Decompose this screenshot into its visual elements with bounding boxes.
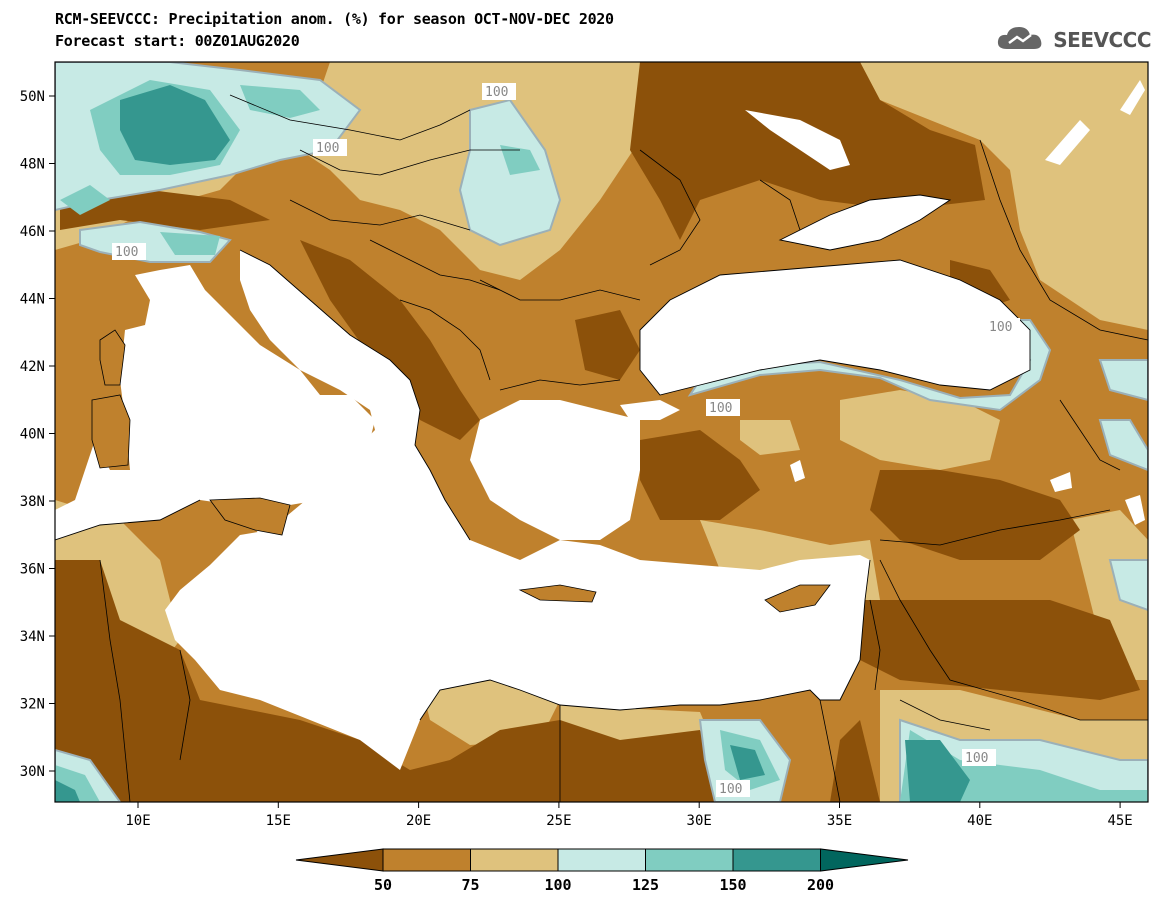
contour-label-box bbox=[482, 83, 516, 100]
lat-tick-label: 42N bbox=[20, 359, 45, 375]
lon-tick-label: 15E bbox=[266, 813, 291, 829]
mediterranean-sea bbox=[165, 250, 870, 770]
lat-tick-label: 40N bbox=[20, 427, 45, 443]
colorbar-label: 150 bbox=[719, 876, 746, 894]
lat-tick-label: 38N bbox=[20, 494, 45, 510]
lon-tick-label: 30E bbox=[687, 813, 712, 829]
contour-label-box bbox=[112, 243, 146, 260]
colorbar: 50 75 100 125 150 200 bbox=[295, 848, 909, 894]
sicily bbox=[209, 497, 291, 536]
contour-label: 100 bbox=[719, 782, 742, 797]
contour-label-box bbox=[716, 780, 750, 797]
contour-label-box bbox=[986, 318, 1020, 335]
anomaly-field-below-50 bbox=[640, 430, 760, 520]
anomaly-field-125-150 bbox=[500, 145, 540, 175]
contour-label: 100 bbox=[316, 141, 339, 156]
contour-label: 100 bbox=[709, 401, 732, 416]
colorbar-segment bbox=[470, 848, 559, 872]
lon-tick-label: 40E bbox=[967, 813, 992, 829]
sardinia bbox=[91, 394, 131, 469]
colorbar-segment bbox=[732, 848, 821, 872]
lake-van bbox=[1125, 495, 1145, 525]
anomaly-field-below-50 bbox=[300, 240, 480, 440]
contour-label: 100 bbox=[965, 751, 988, 766]
contour-label-box bbox=[313, 139, 347, 156]
anomaly-field-75-100 bbox=[740, 420, 800, 455]
anomaly-field-below-50 bbox=[830, 720, 880, 802]
corsica bbox=[99, 329, 126, 386]
black-sea bbox=[640, 260, 1030, 395]
contour-label-box bbox=[706, 399, 740, 416]
anomaly-field-150-200 bbox=[905, 740, 970, 802]
lon-tick-label: 10E bbox=[125, 813, 150, 829]
lon-tick-label: 25E bbox=[546, 813, 571, 829]
anomaly-field-below-50 bbox=[575, 310, 640, 380]
contour-label: 100 bbox=[485, 85, 508, 100]
colorbar-triangle-high bbox=[820, 848, 909, 872]
lon-tick-label: 35E bbox=[827, 813, 852, 829]
colorbar-label: 75 bbox=[461, 876, 479, 894]
lat-tick-label: 34N bbox=[20, 629, 45, 645]
anomaly-field-125-150 bbox=[160, 232, 220, 255]
anomaly-field-125-150 bbox=[240, 85, 320, 118]
anomaly-field-150-200 bbox=[730, 745, 765, 780]
colorbar-label: 125 bbox=[632, 876, 659, 894]
colorbar-label: 50 bbox=[374, 876, 392, 894]
crete bbox=[518, 584, 597, 603]
lat-tick-label: 46N bbox=[20, 224, 45, 240]
reservoir bbox=[1120, 80, 1145, 115]
map-title: RCM-SEEVCCC: Precipitation anom. (%) for… bbox=[55, 10, 614, 28]
lat-tick-label: 48N bbox=[20, 157, 45, 173]
anomaly-field-below-50 bbox=[850, 600, 1140, 700]
contour-labels: 100 100 100 100 100 100 100 bbox=[112, 83, 1020, 797]
sea-of-marmara bbox=[620, 400, 680, 420]
lat-tick-label: 30N bbox=[20, 764, 45, 780]
seevccc-logo: SEEVCCC bbox=[995, 22, 1151, 58]
reservoir bbox=[1045, 120, 1090, 165]
lon-tick-label: 20E bbox=[406, 813, 431, 829]
anomaly-field-75-100 bbox=[840, 390, 1000, 470]
contour-label: 100 bbox=[115, 245, 138, 260]
colorbar-segment bbox=[557, 848, 646, 872]
anomaly-field-150-200 bbox=[55, 780, 80, 802]
lat-tick-label: 36N bbox=[20, 562, 45, 578]
lat-tick-label: 44N bbox=[20, 292, 45, 308]
colorbar-label: 100 bbox=[544, 876, 571, 894]
lat-tick-label: 32N bbox=[20, 697, 45, 713]
anomaly-field-125-150 bbox=[60, 185, 110, 215]
cyprus bbox=[764, 584, 831, 613]
anomaly-field-100-125 bbox=[1098, 359, 1148, 402]
sea-of-azov bbox=[780, 195, 950, 250]
map-field: 100 100 100 100 100 100 100 bbox=[55, 62, 1148, 802]
anomaly-field-75-100 bbox=[1070, 510, 1148, 680]
anomaly-field-100-125 bbox=[1098, 419, 1148, 472]
lake bbox=[1050, 472, 1072, 492]
logo-text: SEEVCCC bbox=[1053, 28, 1151, 52]
lat-tick-label: 50N bbox=[20, 89, 45, 105]
lake bbox=[790, 460, 805, 482]
anomaly-field-below-50 bbox=[55, 560, 720, 802]
colorbar-label: 200 bbox=[807, 876, 834, 894]
longitude-axis: 10E 15E 20E 25E 30E 35E 40E 45E bbox=[125, 802, 1133, 829]
anomaly-field-below-50 bbox=[60, 190, 270, 230]
contour-label-box bbox=[962, 749, 996, 766]
reservoir bbox=[745, 110, 850, 170]
latitude-axis: 50N 48N 46N 44N 42N 40N 38N 36N 34N 32N 30N bbox=[20, 89, 55, 780]
aegean-sea bbox=[470, 400, 640, 540]
cloud-icon bbox=[995, 23, 1049, 57]
anomaly-field-100-125 bbox=[1108, 559, 1148, 612]
colorbar-segment bbox=[645, 848, 734, 872]
anomaly-field-150-200 bbox=[120, 85, 230, 165]
forecast-start-label: Forecast start: 00Z01AUG2020 bbox=[55, 32, 300, 50]
anomaly-field-below-50 bbox=[870, 470, 1080, 560]
lon-tick-label: 45E bbox=[1107, 813, 1132, 829]
tyrrhenian-sea bbox=[55, 265, 375, 540]
coastlines bbox=[55, 194, 1031, 721]
plot-frame bbox=[54, 61, 1149, 803]
country-borders bbox=[99, 94, 1148, 802]
contour-label: 100 bbox=[989, 320, 1012, 335]
colorbar-segment bbox=[382, 848, 471, 872]
colorbar-triangle-low bbox=[295, 848, 384, 872]
